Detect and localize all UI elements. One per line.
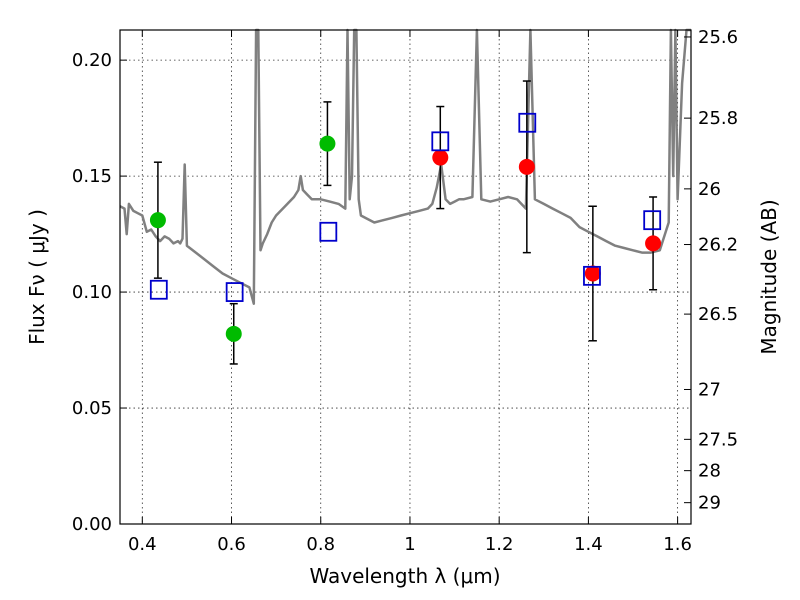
y2-tick-label: 27.5 [698,429,738,450]
y2-tick-label: 25.6 [698,27,738,48]
x-tick-label: 1.4 [574,534,603,555]
y-tick-label: 0.20 [72,50,112,71]
x-tick-label: 0.6 [217,534,246,555]
y-tick-label: 0.15 [72,166,112,187]
x-axis-label: Wavelength λ (μm) [309,564,500,588]
photometry-point [432,149,449,166]
model-square-marker [431,131,450,152]
y2-tick-label: 28 [698,461,721,482]
y-tick-label: 0.00 [72,514,112,535]
x-tick-label: 0.4 [128,534,157,555]
photometry-point [584,265,601,282]
x-tick-label: 1.2 [485,534,514,555]
spectrum-line [119,28,691,305]
x-tick-label: 1.6 [663,534,692,555]
x-tick-label: 1 [404,534,415,555]
photometry-point [319,135,336,152]
model-square-marker [583,265,601,286]
data-points [149,80,662,365]
y2-axis-label: Magnitude (AB) [757,199,781,354]
y2-tick-label: 26 [698,179,721,200]
y-axis-label: Flux Fν ( μJy ) [25,209,49,345]
y2-tick-label: 25.8 [698,108,738,129]
y2-tick-label: 26.5 [698,304,738,325]
photometry-point [149,212,166,229]
y-axis: 0.00 0.05 0.10 0.15 0.20 [72,50,127,535]
photometry-point [225,325,242,342]
y2-tick-label: 27 [698,379,721,400]
photometry-point [518,158,535,175]
model-square-marker [149,279,168,300]
spectrum-path [119,28,691,305]
grid [120,30,691,525]
y2-tick-label: 29 [698,493,721,514]
model-square-marker [643,210,662,231]
model-square-marker [319,221,338,242]
y2-axis: 25.6 25.8 26 26.2 26.5 27 27.5 28 29 [684,27,738,514]
y-tick-label: 0.10 [72,282,112,303]
plot-frame [119,29,692,525]
y2-tick-label: 26.2 [698,235,738,256]
model-square-marker [518,112,537,133]
x-axis: 0.4 0.6 0.8 1 1.2 1.4 1.6 [128,30,692,555]
photometry-point [645,235,662,252]
y-tick-label: 0.05 [72,398,112,419]
model-square-marker [225,282,244,302]
x-tick-label: 0.8 [306,534,335,555]
